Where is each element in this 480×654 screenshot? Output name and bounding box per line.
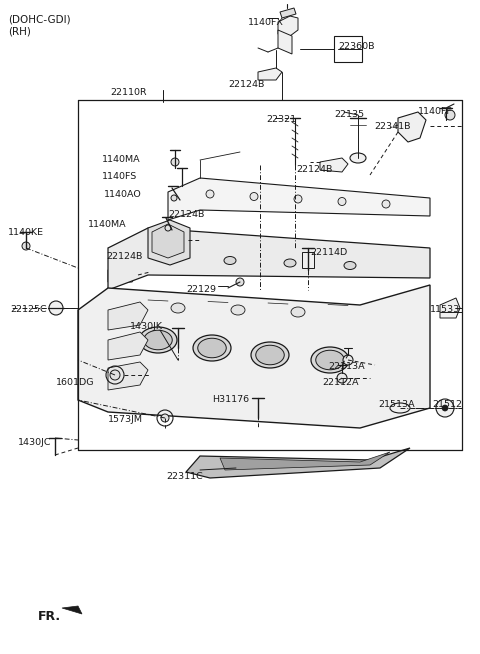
- Text: 22124B: 22124B: [228, 80, 264, 89]
- Ellipse shape: [224, 256, 236, 264]
- Circle shape: [171, 158, 179, 166]
- Polygon shape: [278, 30, 292, 54]
- Ellipse shape: [311, 347, 349, 373]
- Ellipse shape: [164, 254, 176, 262]
- Text: 22124B: 22124B: [296, 165, 332, 174]
- Text: 1430JK: 1430JK: [130, 322, 163, 331]
- Circle shape: [337, 373, 347, 383]
- Text: 1140MA: 1140MA: [102, 155, 141, 164]
- Polygon shape: [278, 16, 298, 36]
- Text: 22360B: 22360B: [338, 42, 374, 51]
- Text: 1140MA: 1140MA: [88, 220, 127, 229]
- Ellipse shape: [251, 342, 289, 368]
- Text: 22124B: 22124B: [106, 252, 143, 261]
- Circle shape: [236, 278, 244, 286]
- Polygon shape: [258, 68, 282, 80]
- Circle shape: [338, 198, 346, 205]
- Circle shape: [442, 405, 448, 411]
- Circle shape: [22, 242, 30, 250]
- Text: 1601DG: 1601DG: [56, 378, 95, 387]
- Circle shape: [343, 355, 353, 365]
- Text: 1573JM: 1573JM: [108, 415, 143, 424]
- Text: 22113A: 22113A: [328, 362, 365, 371]
- Text: 1140FF: 1140FF: [418, 107, 453, 116]
- Circle shape: [171, 195, 177, 201]
- Circle shape: [445, 110, 455, 120]
- Circle shape: [165, 225, 171, 231]
- Polygon shape: [186, 448, 410, 478]
- Text: 1140FX: 1140FX: [248, 18, 284, 27]
- Ellipse shape: [350, 153, 366, 163]
- Polygon shape: [78, 285, 430, 428]
- Ellipse shape: [193, 335, 231, 361]
- Polygon shape: [168, 178, 430, 220]
- Text: 1140FS: 1140FS: [102, 172, 137, 181]
- Ellipse shape: [171, 303, 185, 313]
- Polygon shape: [220, 452, 390, 470]
- Circle shape: [110, 370, 120, 380]
- Polygon shape: [108, 302, 148, 330]
- Text: (RH): (RH): [8, 26, 31, 36]
- Polygon shape: [320, 158, 348, 172]
- Text: FR.: FR.: [38, 610, 61, 623]
- Polygon shape: [108, 362, 148, 390]
- Ellipse shape: [256, 345, 284, 365]
- Polygon shape: [280, 8, 296, 18]
- Text: 22135: 22135: [334, 110, 364, 119]
- Text: 22124B: 22124B: [168, 210, 204, 219]
- Circle shape: [294, 195, 302, 203]
- Text: 22321: 22321: [266, 115, 296, 124]
- Polygon shape: [302, 252, 314, 268]
- Text: H31176: H31176: [212, 395, 249, 404]
- Ellipse shape: [284, 259, 296, 267]
- Text: 21513A: 21513A: [378, 400, 415, 409]
- Text: 22125C: 22125C: [10, 305, 47, 314]
- Ellipse shape: [144, 330, 172, 350]
- Text: 1140KE: 1140KE: [8, 228, 44, 237]
- Text: 22114D: 22114D: [310, 248, 347, 257]
- Circle shape: [49, 301, 63, 315]
- Circle shape: [206, 190, 214, 198]
- Polygon shape: [398, 112, 426, 142]
- Ellipse shape: [344, 262, 356, 269]
- Text: 1140AO: 1140AO: [104, 190, 142, 199]
- Text: 22112A: 22112A: [322, 378, 359, 387]
- Circle shape: [382, 200, 390, 208]
- Ellipse shape: [139, 327, 177, 353]
- Text: 1430JC: 1430JC: [18, 438, 51, 447]
- Polygon shape: [62, 606, 82, 614]
- Text: 11533: 11533: [430, 305, 460, 314]
- Text: 22110R: 22110R: [110, 88, 146, 97]
- Ellipse shape: [316, 351, 344, 370]
- Text: 22129: 22129: [186, 285, 216, 294]
- Text: 22311C: 22311C: [166, 472, 203, 481]
- Ellipse shape: [390, 403, 410, 413]
- Polygon shape: [108, 228, 430, 290]
- Polygon shape: [156, 232, 188, 252]
- Polygon shape: [148, 220, 190, 265]
- Ellipse shape: [291, 307, 305, 317]
- Circle shape: [161, 414, 169, 422]
- Ellipse shape: [198, 338, 226, 358]
- Circle shape: [436, 399, 454, 417]
- Text: (DOHC-GDI): (DOHC-GDI): [8, 14, 71, 24]
- Text: 21512: 21512: [432, 400, 462, 409]
- Polygon shape: [440, 298, 460, 318]
- Text: 22341B: 22341B: [374, 122, 410, 131]
- Polygon shape: [108, 264, 138, 282]
- Circle shape: [250, 192, 258, 201]
- Ellipse shape: [231, 305, 245, 315]
- Polygon shape: [152, 224, 184, 258]
- Polygon shape: [108, 332, 148, 360]
